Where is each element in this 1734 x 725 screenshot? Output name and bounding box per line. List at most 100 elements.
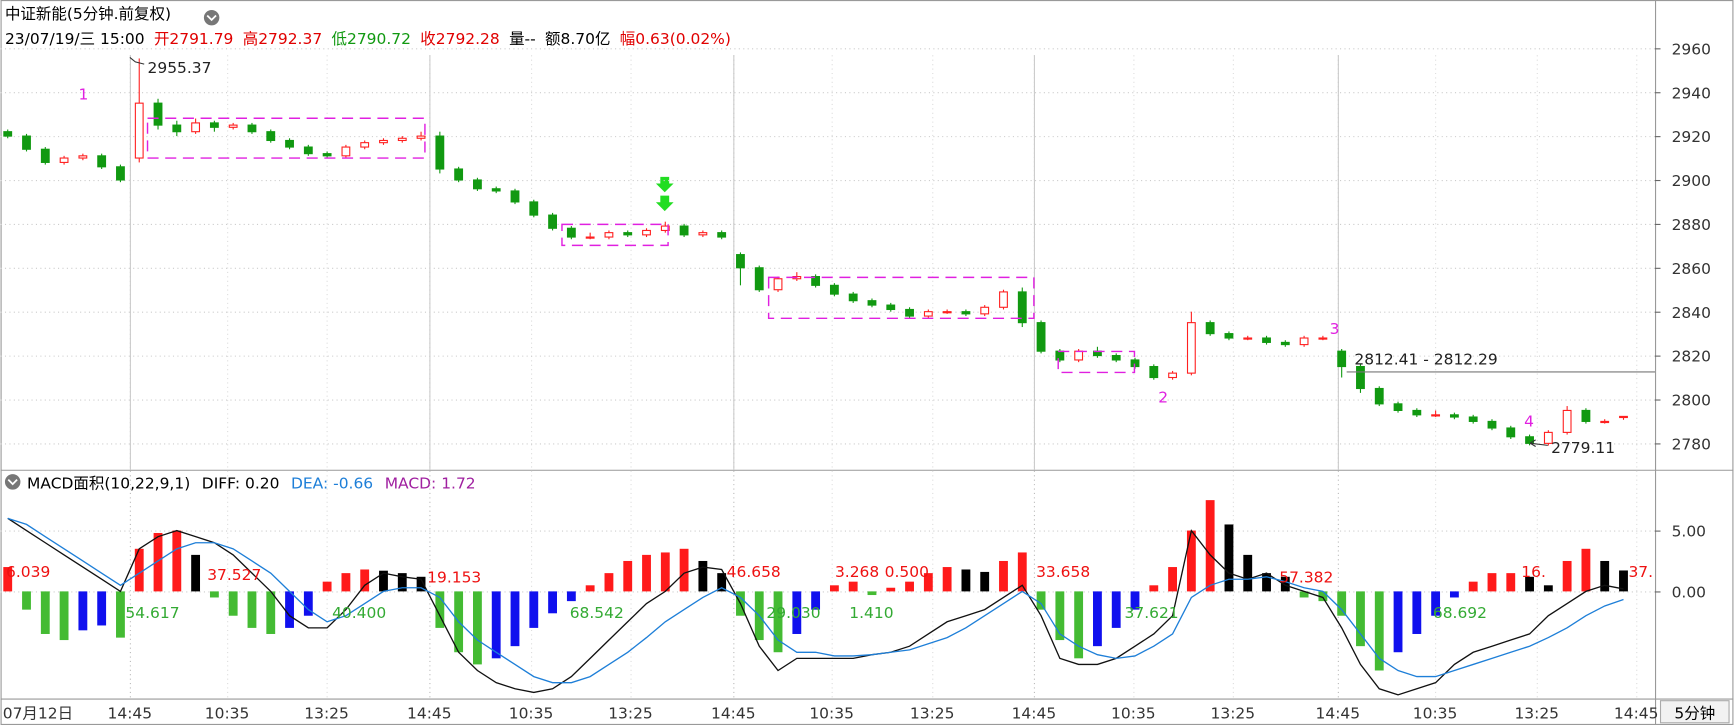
candle-body: [228, 124, 238, 128]
chart-title: 中证新能(5分钟.前复权): [5, 5, 171, 23]
annotation: 3: [1330, 320, 1340, 338]
macd-bar: [209, 591, 219, 598]
area-label: 6.039: [6, 563, 50, 581]
y-tick-label: 2940: [1672, 84, 1711, 102]
candle-body: [416, 135, 426, 139]
macd-bar: [660, 552, 670, 592]
range-box: [767, 276, 1035, 320]
candle-body: [1318, 337, 1328, 340]
macd-menu-glyph: [7, 479, 18, 486]
area-label: 19.153: [427, 568, 481, 586]
candle-body: [1543, 431, 1553, 444]
macd-bar: [78, 591, 88, 631]
y-tick-label: 2840: [1672, 304, 1711, 322]
candle-body: [829, 284, 839, 295]
candle-body: [1393, 403, 1403, 411]
candle-body: [1374, 387, 1384, 405]
macd-bar: [1280, 576, 1290, 592]
macd-bar: [529, 591, 539, 628]
labels: 07月12日 14:45 10:35 13:25 14:45 10:35 13:25 14:4…: [3, 40, 1711, 722]
macd-bar: [285, 591, 294, 628]
x-tick-label: 07月12日: [3, 704, 73, 722]
legend-macd: MACD: 1.72: [385, 474, 476, 492]
info-change: 幅0.63(0.02%): [620, 30, 731, 48]
x-tick-label: 10:35: [509, 704, 554, 722]
macd-bar: [266, 591, 276, 634]
macd-bar: [1111, 591, 1121, 628]
y-tick-label: 2920: [1672, 128, 1711, 146]
candle-body: [1055, 350, 1065, 361]
dea-line: [7, 517, 1624, 684]
macd-bar: [698, 560, 708, 592]
macd-bar: [1017, 552, 1027, 592]
macd-bar: [999, 560, 1008, 592]
annotation: 2779.11: [1551, 439, 1615, 457]
candle-body: [1581, 409, 1591, 422]
macd-bar: [510, 591, 520, 647]
macd-bar: [435, 591, 445, 628]
candle-body: [510, 190, 520, 203]
area-label: 3.268: [835, 563, 879, 581]
candle-body: [379, 139, 388, 144]
candle-body: [980, 306, 990, 315]
annotation: 2: [1158, 388, 1168, 406]
candle-body: [341, 146, 351, 157]
macd-bar: [1356, 591, 1365, 647]
macd-bar: [1487, 573, 1497, 592]
macd-bar: [792, 591, 802, 634]
candle-body: [529, 201, 539, 216]
candle-body: [1280, 341, 1290, 346]
candle-body: [191, 122, 201, 133]
pointer: [129, 57, 145, 65]
candle-body: [3, 131, 13, 137]
info-open: 开2791.79: [154, 30, 233, 48]
macd-bar: [1243, 554, 1253, 592]
macd-bar: [585, 585, 595, 592]
y-tick-label: 0.00: [1672, 583, 1706, 601]
pointer: [1529, 439, 1548, 447]
x-tick-label: 13:25: [608, 704, 653, 722]
menu-icon[interactable]: [203, 9, 220, 26]
candle-body: [1506, 427, 1516, 438]
macd-bar: [923, 573, 933, 592]
marks: [3, 57, 1655, 696]
candle-body: [942, 311, 952, 314]
macd-bar: [905, 581, 914, 592]
candle-body: [999, 291, 1008, 308]
macd-bar: [1449, 591, 1459, 598]
x-tick-label: 13:25: [910, 704, 955, 722]
info-line: 23/07/19/三 15:00 开2791.79 高2792.37 低2790…: [5, 30, 731, 48]
area-label: 37.527: [207, 566, 261, 584]
y-tick-label: 2780: [1672, 435, 1711, 453]
candle-body: [134, 102, 144, 159]
macd-header: MACD面积(10,22,9,1) DIFF: 0.20 DEA: -0.66 …: [27, 474, 476, 492]
macd-bar: [473, 591, 482, 665]
macd-bar: [22, 591, 31, 610]
candle-body: [454, 168, 464, 181]
x-tick-label: 14:45: [711, 704, 756, 722]
macd-bar: [228, 591, 238, 616]
macd-bar: [829, 585, 839, 592]
annotation: 2955.37: [148, 59, 212, 77]
macd-bar: [886, 587, 896, 592]
macd-menu-icon[interactable]: [4, 474, 21, 490]
macd-bar: [1036, 591, 1046, 610]
y-tick-label: 2800: [1672, 392, 1711, 410]
period-label: 5分钟: [1674, 704, 1715, 722]
macd-bar: [397, 573, 407, 592]
annotation: 4: [1524, 413, 1534, 431]
period-button[interactable]: [1659, 700, 1730, 724]
macd-bar: [1337, 591, 1347, 616]
macd-bar: [1224, 524, 1234, 592]
candle-body: [1168, 372, 1178, 379]
candle-body: [1525, 436, 1534, 444]
candle-body: [1337, 350, 1347, 368]
candle-body: [1299, 337, 1309, 346]
macd-bar: [341, 573, 351, 592]
macd-bar: [1374, 591, 1384, 671]
area-label: 37.621: [1125, 604, 1179, 622]
area-label: 0.500: [885, 563, 929, 581]
macd-bar: [773, 591, 783, 653]
info-close: 收2792.28: [420, 30, 499, 48]
info-time: 23/07/19/三 15:00: [5, 30, 145, 48]
